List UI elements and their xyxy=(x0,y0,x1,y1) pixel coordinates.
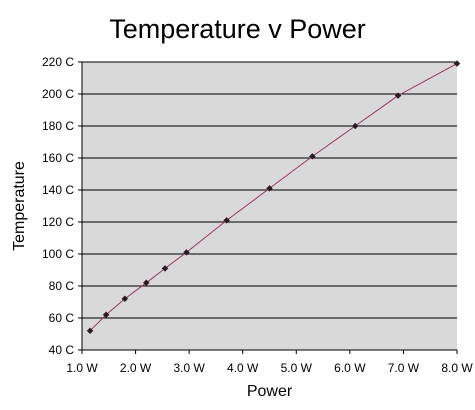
y-tick-label: 80 C xyxy=(49,279,75,293)
y-tick-label: 100 C xyxy=(42,247,74,261)
y-tick-label: 180 C xyxy=(42,119,74,133)
x-tick-label: 2.0 W xyxy=(120,361,152,375)
x-tick-label: 1.0 W xyxy=(66,361,98,375)
y-tick-label: 140 C xyxy=(42,183,74,197)
data-point xyxy=(394,92,402,99)
gridlines xyxy=(82,61,457,319)
data-point xyxy=(102,311,110,319)
data-point xyxy=(223,217,230,224)
data-point xyxy=(183,249,190,256)
data-point xyxy=(309,153,316,160)
data-point xyxy=(86,327,94,335)
series-line xyxy=(89,63,458,332)
x-tick-label: 8.0 W xyxy=(441,361,473,375)
y-tick-label: 40 C xyxy=(49,343,75,357)
x-tick-label: 3.0 W xyxy=(173,361,205,375)
x-tick-label: 5.0 W xyxy=(281,361,313,375)
data-point xyxy=(453,60,461,67)
plot-area xyxy=(82,62,457,350)
y-axis-ticks: 40 C 60 C 80 C 100 C 120 C 140 C 160 C 180 C 200… xyxy=(42,55,82,357)
y-tick-label: 220 C xyxy=(42,55,74,69)
data-point xyxy=(142,279,150,287)
y-axis-title: Temperature xyxy=(11,161,28,251)
x-tick-label: 7.0 W xyxy=(388,361,420,375)
data-point xyxy=(161,265,169,272)
chart-title: Temperature v Power xyxy=(109,14,366,44)
y-tick-label: 120 C xyxy=(42,215,74,229)
data-point xyxy=(266,185,273,192)
series-group xyxy=(86,60,461,335)
x-tick-label: 4.0 W xyxy=(227,361,259,375)
x-axis-title: Power xyxy=(247,383,293,400)
x-axis-ticks: 1.0 W 2.0 W 3.0 W 4.0 W 5.0 W 6.0 W 7.0 W 8.0 W xyxy=(66,350,473,375)
data-point xyxy=(121,295,129,303)
y-tick-label: 200 C xyxy=(42,87,74,101)
y-tick-label: 60 C xyxy=(49,311,75,325)
data-point xyxy=(351,122,359,130)
y-tick-label: 160 C xyxy=(42,151,74,165)
x-tick-label: 6.0 W xyxy=(334,361,366,375)
axes xyxy=(81,62,457,351)
